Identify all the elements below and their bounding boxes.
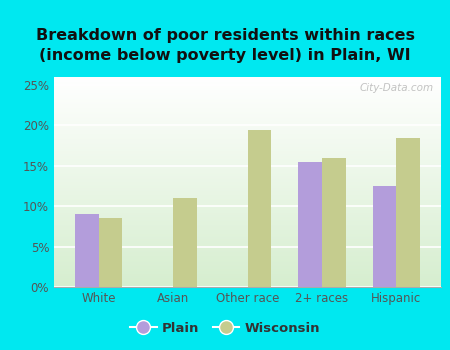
Bar xyxy=(298,162,322,287)
Bar xyxy=(373,186,396,287)
Bar xyxy=(99,218,122,287)
Bar xyxy=(248,130,271,287)
Text: Breakdown of poor residents within races
(income below poverty level) in Plain, : Breakdown of poor residents within races… xyxy=(36,28,414,63)
Bar xyxy=(173,198,197,287)
Bar xyxy=(75,214,99,287)
Text: City-Data.com: City-Data.com xyxy=(359,83,433,93)
Bar xyxy=(396,138,420,287)
Bar xyxy=(322,158,346,287)
Legend: Plain, Wisconsin: Plain, Wisconsin xyxy=(125,316,325,340)
